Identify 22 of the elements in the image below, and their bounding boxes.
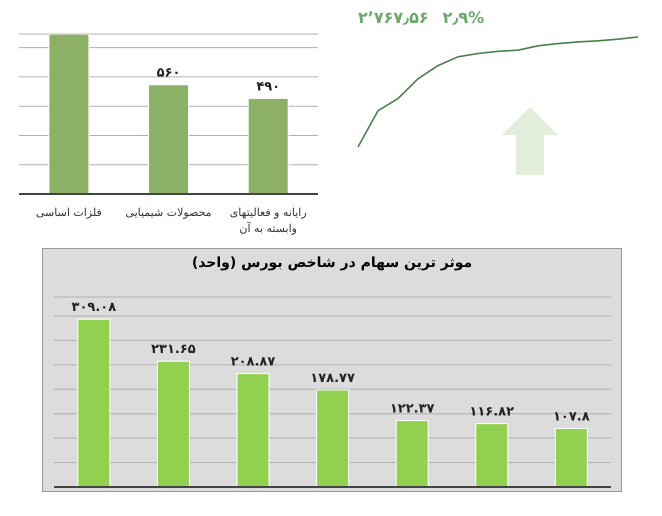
bar xyxy=(396,420,429,487)
bar xyxy=(236,373,270,487)
data-label: ۱۰۷.۸ xyxy=(552,409,590,424)
text: ۲٬۷۶۷٫۵۶ xyxy=(358,8,429,27)
bar xyxy=(316,389,350,487)
bar xyxy=(77,318,110,487)
bar xyxy=(475,423,508,487)
data-label: ۲۰۸.۸۷ xyxy=(230,354,276,370)
text: ۲٫۹% xyxy=(442,8,484,27)
chart-title: موثر ترین سهام در شاخص بورس (واحد) xyxy=(190,254,474,271)
data-label: ۳۰۹.۰۸ xyxy=(72,300,116,316)
x-tick-label: فلزات اساسی xyxy=(36,206,102,219)
data-label: ۴۹۰ xyxy=(256,79,280,94)
data-label: ۱۲۲.۳۷ xyxy=(390,402,435,417)
data-label: ۲۳۱.۶۵ xyxy=(151,342,196,358)
data-label: ۵۶۰ xyxy=(156,66,180,81)
x-tick-label: محصولات شیمیایی xyxy=(125,206,212,219)
data-label: ۱۱۶.۸۲ xyxy=(469,404,514,420)
bar xyxy=(554,428,588,487)
x-tick-label: رایانه و فعالیتهای وابسته به آن xyxy=(230,206,307,235)
bar xyxy=(156,360,190,487)
data-label: ۱۷۸.۷۷ xyxy=(310,370,355,386)
